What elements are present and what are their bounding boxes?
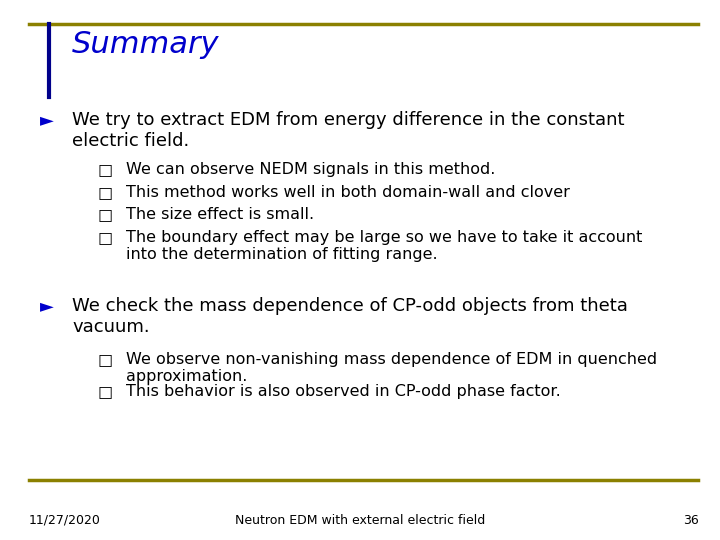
Text: □: □ [97,384,112,400]
Text: We try to extract EDM from energy difference in the constant
electric field.: We try to extract EDM from energy differ… [72,111,624,150]
Text: The size effect is small.: The size effect is small. [126,207,314,222]
Text: 11/27/2020: 11/27/2020 [29,514,101,526]
Text: Neutron EDM with external electric field: Neutron EDM with external electric field [235,514,485,526]
Text: 36: 36 [683,514,698,526]
Text: □: □ [97,207,112,222]
Text: This behavior is also observed in CP-odd phase factor.: This behavior is also observed in CP-odd… [126,384,561,400]
Text: Summary: Summary [72,30,220,59]
Text: We can observe NEDM signals in this method.: We can observe NEDM signals in this meth… [126,162,495,177]
Text: We check the mass dependence of CP-odd objects from theta
vacuum.: We check the mass dependence of CP-odd o… [72,297,628,336]
Text: We observe non-vanishing mass dependence of EDM in quenched
approximation.: We observe non-vanishing mass dependence… [126,352,657,384]
Text: This method works well in both domain-wall and clover: This method works well in both domain-wa… [126,185,570,200]
Text: □: □ [97,352,112,367]
Text: The boundary effect may be large so we have to take it account
into the determin: The boundary effect may be large so we h… [126,230,642,262]
Text: □: □ [97,162,112,177]
Text: □: □ [97,185,112,200]
Text: □: □ [97,230,112,245]
Text: ►: ► [40,297,53,315]
Text: ►: ► [40,111,53,129]
